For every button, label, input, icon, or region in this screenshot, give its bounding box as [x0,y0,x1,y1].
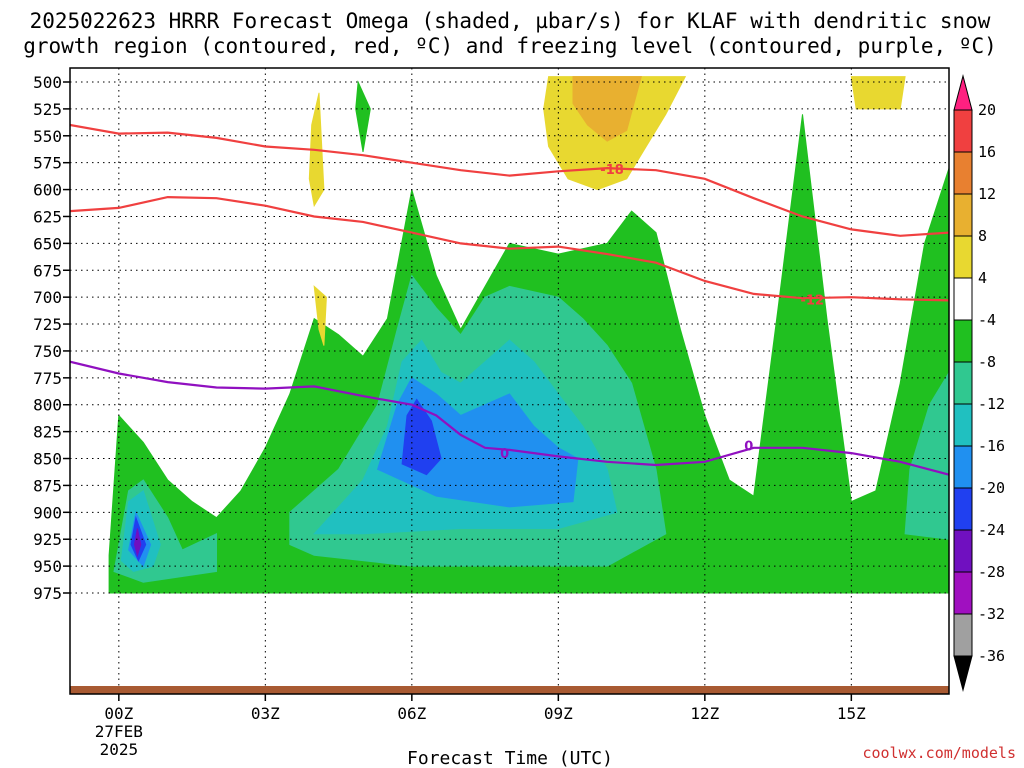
colorbar-swatch-13 [953,613,973,657]
y-tick-label-750: 750 [33,342,62,361]
y-tick-label-575: 575 [33,154,62,173]
colorbar-label-7: -12 [978,395,1005,413]
omega-region-10 [401,398,442,476]
colorbar-swatch-3 [953,193,973,237]
freezing-contour-label-0: 0 [500,447,509,462]
colorbar-label-1: 16 [978,143,996,161]
dgz-contour-label-1: -12 [801,293,825,308]
colorbar-label-10: -24 [978,521,1005,539]
colorbar-label-11: -28 [978,563,1005,581]
omega-region-8 [376,377,579,508]
contour-lines-layer: -18 -12 0 0 [70,123,949,476]
colorbar-swatch-1 [953,109,973,153]
dgz-contour-label-0: -18 [600,163,624,178]
y-tick-label-950: 950 [33,557,62,576]
colorbar-swatch-11 [953,529,973,573]
y-tick-label-600: 600 [33,181,62,200]
omega-region-16 [572,76,642,142]
freezing-contour-label-1: 0 [744,440,753,455]
y-tick-label-725: 725 [33,315,62,334]
freezing-level-contour [70,360,949,476]
x-tick-year: 2025 [100,740,139,759]
colorbar-label-13: -36 [978,647,1005,665]
site-credit: coolwx.com/models [862,744,1016,762]
colorbar-swatch-5 [953,277,973,321]
x-tick-label-6: 06Z [397,704,426,723]
y-tick-label-500: 500 [33,73,62,92]
x-tick-date: 27FEB [95,722,143,741]
omega-colorbar: 20 16 12 8 4 -4 -8 -12 -16 -20 -24 -28 -32 -36 [953,74,1005,692]
colorbar-swatch-10 [953,487,973,531]
colorbar-swatch-2 [953,151,973,195]
x-axis-label: Forecast Time (UTC) [407,748,613,768]
x-tick-label-15: 15Z [837,704,866,723]
colorbar-swatch-6 [953,319,973,363]
omega-region-4 [904,371,949,540]
colorbar-bottom-arrow [953,655,973,692]
ground-surface [70,686,949,694]
y-tick-label-700: 700 [33,288,62,307]
y-tick-label-650: 650 [33,234,62,253]
y-tick-label-625: 625 [33,207,62,226]
y-tick-label-775: 775 [33,369,62,388]
colorbar-label-2: 12 [978,185,996,203]
colorbar-label-6: -8 [978,353,996,371]
chart-title-line-2: growth region (contoured, red, ºC) and f… [23,34,997,58]
colorbar-label-9: -20 [978,479,1005,497]
x-tick-label-3: 03Z [251,704,280,723]
dgz-contour-1 [70,195,949,302]
x-tick-label-12: 12Z [690,704,719,723]
y-tick-label-525: 525 [33,100,62,119]
colorbar-label-12: -32 [978,605,1005,623]
y-tick-label-975: 975 [33,584,62,603]
plot-frame [69,67,950,695]
dgz-contour-0 [70,123,949,237]
omega-region-1 [355,80,371,152]
omega-shading-layer [108,76,949,594]
y-tick-label-850: 850 [33,450,62,469]
pressure-axis: 500 525 550 575 600 625 650 675 700 725 750 775 800 8… [33,73,70,603]
colorbar-top-arrow [953,74,973,111]
y-tick-label-675: 675 [33,261,62,280]
omega-region-15 [850,76,906,110]
x-tick-label-0: 00Z [104,704,133,723]
y-tick-label-550: 550 [33,127,62,146]
colorbar-label-8: -16 [978,437,1005,455]
x-tick-label-9: 09Z [544,704,573,723]
colorbar-swatch-7 [953,361,973,405]
colorbar-label-4: 4 [978,269,987,287]
chart-title-line-1: 2025022623 HRRR Forecast Omega (shaded, … [30,9,991,33]
y-tick-label-875: 875 [33,476,62,495]
colorbar-label-5: -4 [978,311,996,329]
y-tick-label-925: 925 [33,530,62,549]
colorbar-swatch-12 [953,571,973,615]
y-tick-label-900: 900 [33,503,62,522]
colorbar-label-3: 8 [978,227,987,245]
colorbar-swatch-9 [953,445,973,489]
colorbar-swatch-8 [953,403,973,447]
colorbar-label-0: 20 [978,101,996,119]
y-tick-label-825: 825 [33,423,62,442]
omega-region-11 [133,528,142,558]
colorbar-swatch-4 [953,235,973,279]
omega-region-12 [313,285,327,346]
y-tick-label-800: 800 [33,396,62,415]
